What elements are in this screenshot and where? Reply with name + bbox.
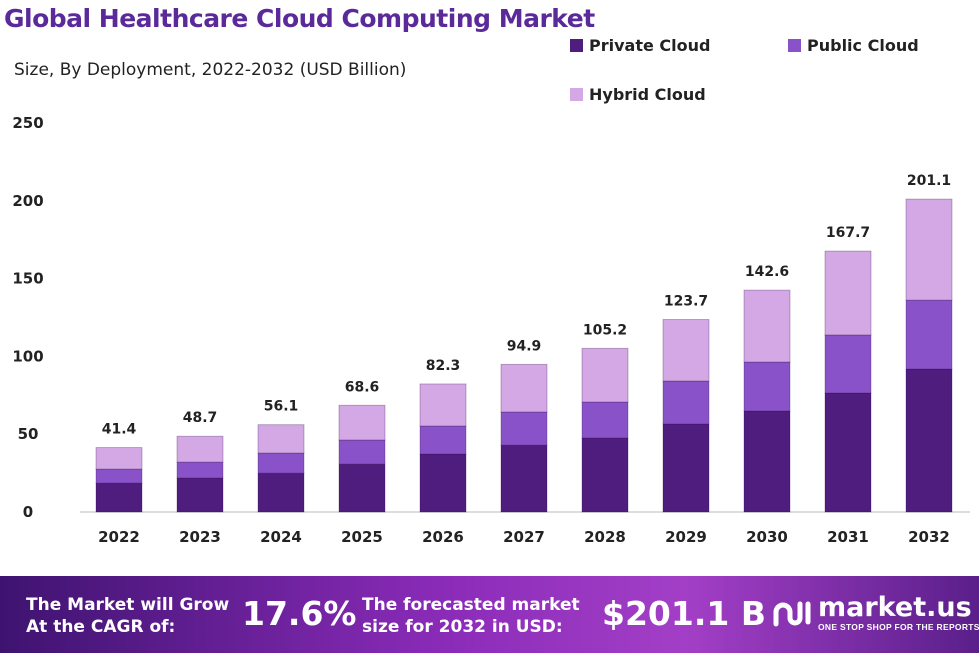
bar-segment-hybrid-cloud xyxy=(419,383,467,427)
legend-swatch xyxy=(570,88,583,101)
bar-segment-private-cloud xyxy=(500,444,548,513)
bar-total-label: 68.6 xyxy=(345,379,380,395)
bar-segment-private-cloud xyxy=(257,472,305,513)
y-tick-label: 200 xyxy=(12,192,43,210)
chart-subtitle: Size, By Deployment, 2022-2032 (USD Bill… xyxy=(14,60,407,80)
bar-segment-hybrid-cloud xyxy=(95,447,143,470)
x-tick-label: 2024 xyxy=(260,528,302,546)
bar-segment-hybrid-cloud xyxy=(824,250,872,336)
bar-segment-public-cloud xyxy=(95,468,143,484)
market-us-logo: market.us ONE STOP SHOP FOR THE REPORTS xyxy=(772,594,979,632)
stacked-bar-chart: 0 50 100 150 200 250 41.4 2022 48.7 2023 56.1 2024 6… xyxy=(12,114,970,546)
legend-label: Private Cloud xyxy=(589,36,711,55)
y-tick-label: 50 xyxy=(18,425,39,443)
bar-segment-hybrid-cloud xyxy=(338,404,386,441)
x-tick-label: 2026 xyxy=(422,528,464,546)
forecast-label-line1: The forecasted market xyxy=(362,595,580,615)
legend-label: Hybrid Cloud xyxy=(589,85,706,104)
y-tick-label: 150 xyxy=(12,270,43,288)
bar-segment-public-cloud xyxy=(824,334,872,394)
bar-segment-private-cloud xyxy=(176,477,224,513)
bar-total-label: 142.6 xyxy=(745,264,789,280)
bar-segment-public-cloud xyxy=(743,361,791,412)
y-tick-label: 250 xyxy=(12,114,43,132)
bar-segment-hybrid-cloud xyxy=(500,363,548,413)
bar-segment-private-cloud xyxy=(338,463,386,513)
x-tick-label: 2029 xyxy=(665,528,707,546)
legend-public-cloud: Public Cloud xyxy=(788,36,919,55)
bar-total-label: 201.1 xyxy=(907,173,951,189)
forecast-label: The forecasted market size for 2032 in U… xyxy=(362,594,580,638)
bar-segment-public-cloud xyxy=(257,452,305,474)
bar-segment-public-cloud xyxy=(500,411,548,446)
bar-segment-private-cloud xyxy=(743,410,791,513)
bar-total-label: 105.2 xyxy=(583,322,627,338)
bar-segment-public-cloud xyxy=(338,439,386,465)
forecast-value: $201.1 B xyxy=(602,594,766,633)
footer-banner: The Market will Grow At the CAGR of: 17.… xyxy=(0,576,979,653)
logo-name: market.us xyxy=(818,592,972,623)
x-tick-label: 2028 xyxy=(584,528,626,546)
x-tick-label: 2031 xyxy=(827,528,869,546)
x-tick-label: 2023 xyxy=(179,528,221,546)
bar-segment-public-cloud xyxy=(905,299,953,370)
x-tick-label: 2022 xyxy=(98,528,140,546)
legend-private-cloud: Private Cloud xyxy=(570,36,710,55)
bar-total-label: 41.4 xyxy=(102,422,137,438)
bar-segment-private-cloud xyxy=(662,423,710,513)
x-tick-label: 2025 xyxy=(341,528,383,546)
bar-segment-private-cloud xyxy=(905,368,953,513)
bar-segment-hybrid-cloud xyxy=(581,347,629,403)
x-tick-label: 2030 xyxy=(746,528,788,546)
bar-total-label: 56.1 xyxy=(264,399,299,415)
y-tick-label: 0 xyxy=(23,503,33,521)
bar-total-label: 82.3 xyxy=(426,358,461,374)
bar-segment-hybrid-cloud xyxy=(905,198,953,301)
y-tick-label: 100 xyxy=(12,347,43,365)
forecast-label-line2: size for 2032 in USD: xyxy=(362,617,563,637)
cagr-value: 17.6% xyxy=(242,594,357,633)
legend-swatch xyxy=(788,39,801,52)
x-tick-label: 2032 xyxy=(908,528,950,546)
bar-total-label: 48.7 xyxy=(183,410,218,426)
chart-title: Global Healthcare Cloud Computing Market xyxy=(4,4,595,33)
cagr-label: The Market will Grow At the CAGR of: xyxy=(26,594,229,638)
bar-segment-public-cloud xyxy=(176,461,224,479)
bar-segment-public-cloud xyxy=(581,401,629,439)
x-tick-label: 2027 xyxy=(503,528,545,546)
bar-segment-public-cloud xyxy=(419,425,467,455)
bar-segment-private-cloud xyxy=(581,437,629,513)
legend-hybrid-cloud: Hybrid Cloud xyxy=(570,85,706,104)
bar-segment-hybrid-cloud xyxy=(662,319,710,382)
bar-total-label: 167.7 xyxy=(826,225,870,241)
bar-segment-hybrid-cloud xyxy=(743,289,791,363)
bar-total-label: 94.9 xyxy=(507,338,542,354)
bar-segment-hybrid-cloud xyxy=(257,424,305,454)
legend-label: Public Cloud xyxy=(807,36,919,55)
cagr-label-line1: The Market will Grow xyxy=(26,595,230,615)
bar-segment-private-cloud xyxy=(95,482,143,513)
bar-total-label: 123.7 xyxy=(664,294,708,310)
legend-swatch xyxy=(570,39,583,52)
bar-segment-private-cloud xyxy=(824,392,872,513)
cagr-label-line2: At the CAGR of: xyxy=(26,617,176,637)
logo-tagline: ONE STOP SHOP FOR THE REPORTS xyxy=(818,622,979,632)
bar-segment-hybrid-cloud xyxy=(176,435,224,463)
logo-icon xyxy=(773,601,811,627)
bar-segment-private-cloud xyxy=(419,453,467,513)
bar-segment-public-cloud xyxy=(662,380,710,425)
